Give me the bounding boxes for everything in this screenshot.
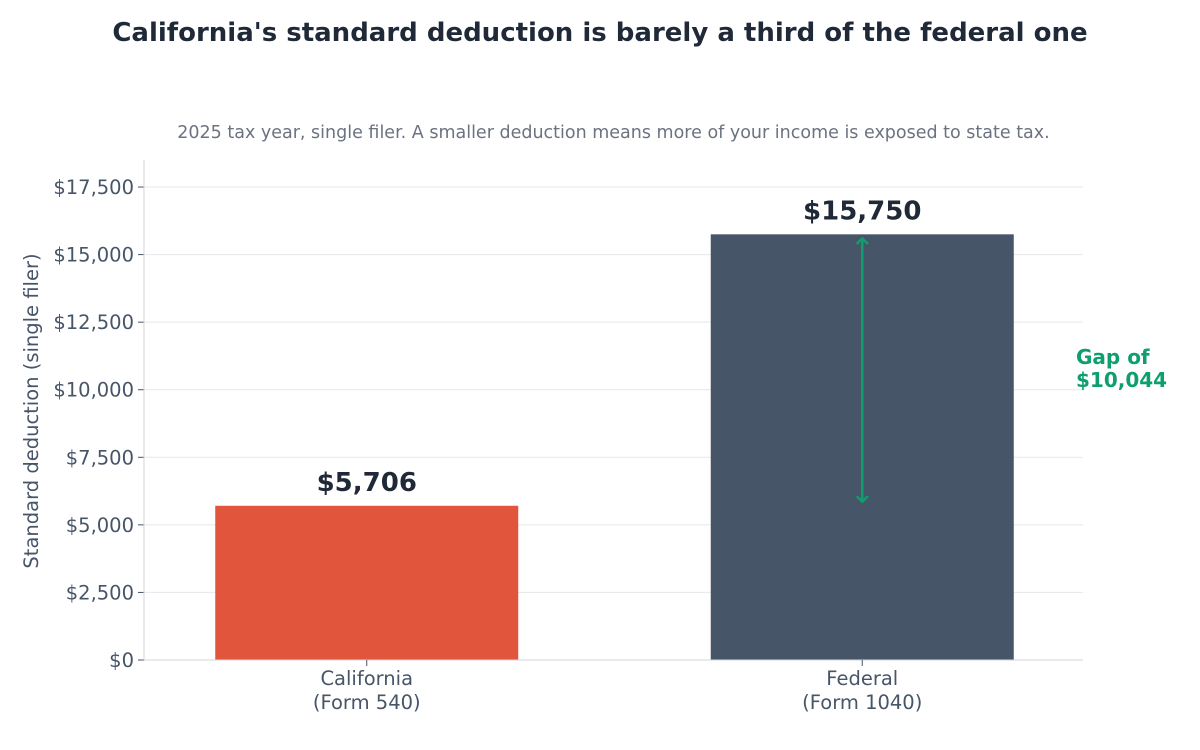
y-tick-label: $17,500 [53, 176, 134, 199]
gap-annotation: Gap of$10,044 [862, 238, 1167, 501]
x-tick-label: (Form 1040) [802, 691, 922, 714]
gap-annotation-label: $10,044 [1076, 368, 1167, 392]
bars [215, 234, 1014, 660]
y-tick-label: $12,500 [53, 311, 134, 334]
chart-subtitle: 2025 tax year, single filer. A smaller d… [177, 123, 1050, 143]
y-tick-label: $10,000 [53, 379, 134, 402]
bar [215, 505, 519, 660]
y-tick-label: $7,500 [66, 446, 134, 469]
bar-value-label: $5,706 [317, 468, 417, 498]
y-tick-label: $0 [109, 649, 134, 672]
x-tick-label: (Form 540) [313, 691, 421, 714]
y-tick-label: $2,500 [66, 581, 134, 604]
y-tick-label: $15,000 [53, 244, 134, 267]
labels: $0 $2,500 $5,000 $7,500 $10,000 $12,500 $15,00… [20, 176, 922, 714]
x-tick-label: California [320, 667, 413, 690]
y-axis-title: Standard deduction (single filer) [20, 253, 43, 568]
gap-annotation-label: Gap of [1076, 345, 1150, 369]
axes [138, 160, 1083, 666]
y-tick-label: $5,000 [66, 514, 134, 537]
bar-value-label: $15,750 [803, 196, 921, 226]
chart-title: California's standard deduction is barel… [112, 18, 1088, 48]
x-tick-label: Federal [826, 667, 898, 690]
